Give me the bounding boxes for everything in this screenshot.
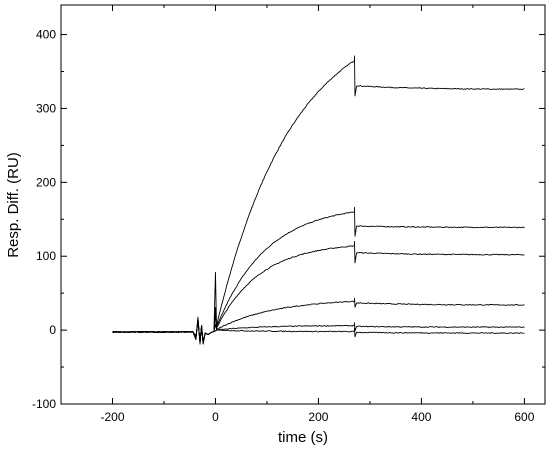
y-tick-label: 0 bbox=[49, 323, 56, 337]
y-tick-label: 200 bbox=[36, 175, 56, 189]
x-tick-label: 400 bbox=[411, 410, 431, 424]
x-axis-title: time (s) bbox=[278, 429, 328, 446]
sensorgram-line-4 bbox=[112, 297, 525, 344]
y-tick-label: 400 bbox=[36, 28, 56, 42]
y-tick-label: 300 bbox=[36, 101, 56, 115]
y-axis-title: Resp. Diff. (RU) bbox=[5, 152, 22, 258]
y-tick-label: 100 bbox=[36, 249, 56, 263]
sensorgram-line-2 bbox=[112, 207, 525, 343]
x-tick-label: 600 bbox=[514, 410, 534, 424]
axis-tick-labels: -200 0 200 400 600 -100 0 100 200 300 400 bbox=[32, 28, 535, 424]
series-layer bbox=[112, 55, 525, 345]
x-tick-label: 0 bbox=[212, 410, 219, 424]
sensorgram-line-1 bbox=[112, 55, 525, 343]
axis-ticks bbox=[61, 5, 545, 405]
sensorgram-line-5 bbox=[112, 317, 525, 345]
x-tick-label: 200 bbox=[308, 410, 328, 424]
y-tick-label: -100 bbox=[32, 397, 56, 411]
sensorgram-line-3 bbox=[112, 240, 525, 344]
x-tick-label: -200 bbox=[100, 410, 124, 424]
sensorgram-line-6 bbox=[112, 316, 525, 345]
plot-frame bbox=[60, 4, 546, 405]
